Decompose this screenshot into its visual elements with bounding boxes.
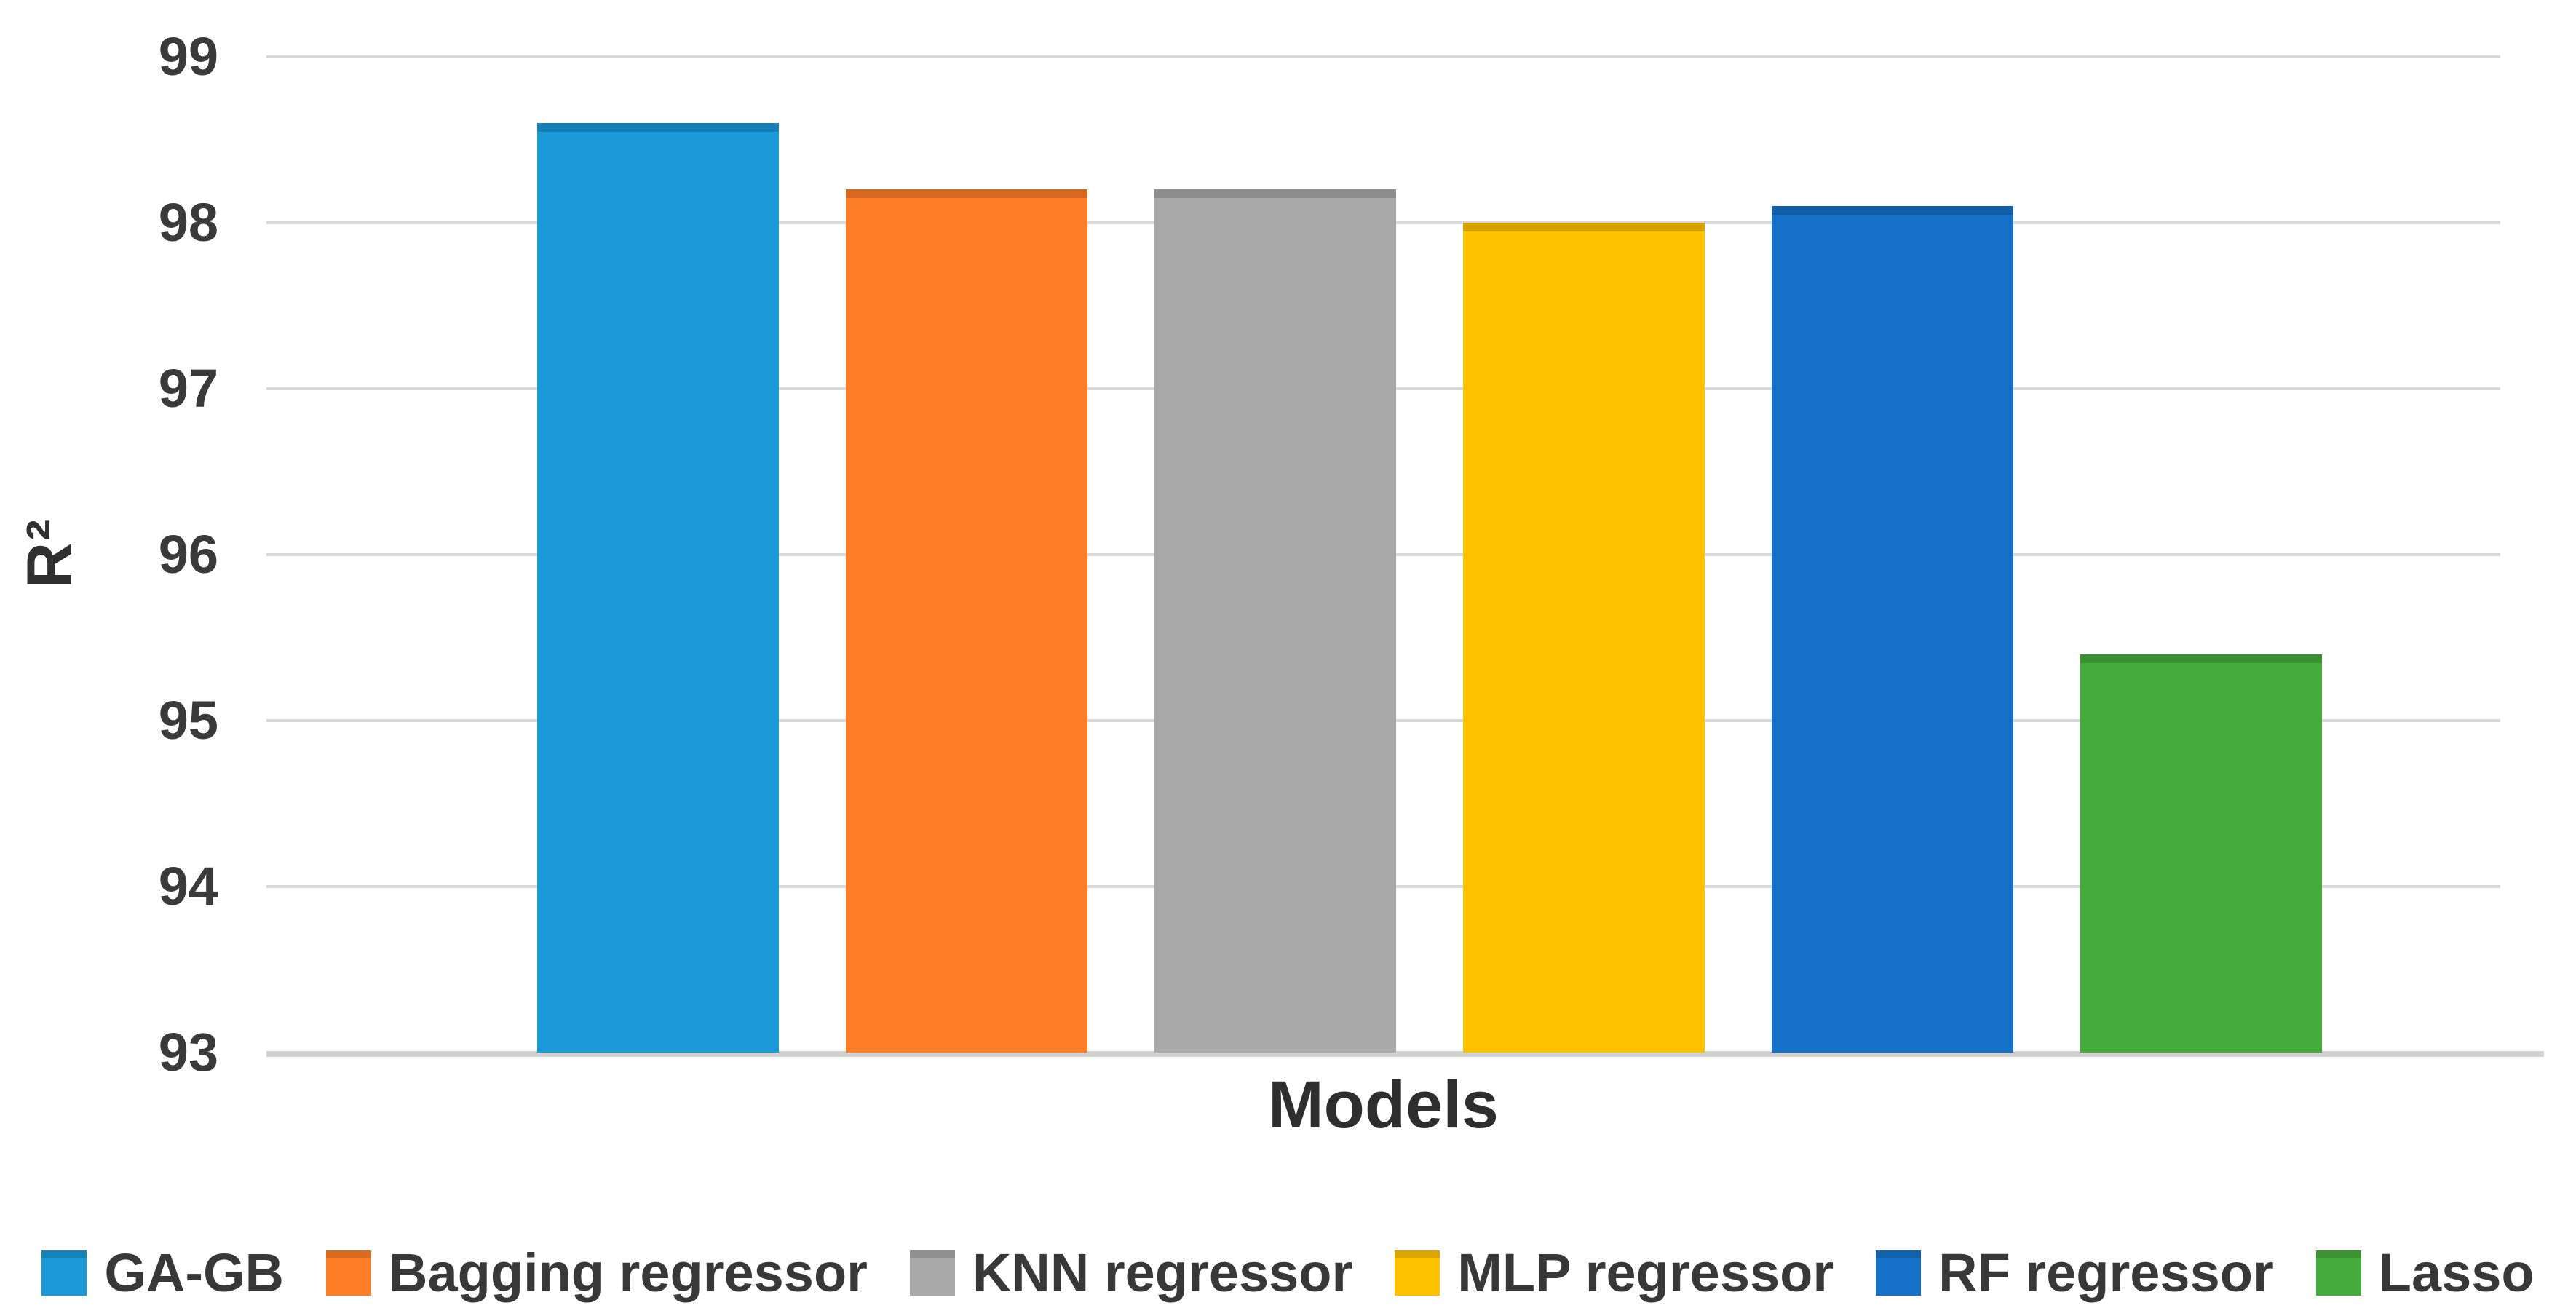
- y-tick-label: 97: [158, 358, 218, 419]
- y-tick-label: 94: [158, 856, 218, 916]
- legend-item-bagging-regressor: Bagging regressor: [326, 1246, 868, 1300]
- legend-swatch-mlp-regressor-icon: [1395, 1250, 1440, 1296]
- bar-lasso: [2080, 654, 2322, 1053]
- legend-item-ga-gb: GA-GB: [41, 1246, 284, 1300]
- legend-item-lasso: Lasso: [2315, 1242, 2535, 1303]
- legend-swatch-lasso-icon: [2315, 1250, 2361, 1296]
- x-axis-line: [266, 1051, 2544, 1057]
- y-tick-label: 98: [158, 192, 218, 253]
- bar-bagging-regressor: [846, 189, 1087, 1053]
- legend-swatch-ga-gb-icon: [41, 1250, 87, 1296]
- legend-label: Bagging regressor: [389, 1242, 868, 1303]
- legend-swatch-knn-regressor-icon: [909, 1250, 955, 1296]
- legend-label: MLP regressor: [1457, 1242, 1834, 1303]
- bar-mlp-regressor: [1463, 223, 1705, 1053]
- x-axis-title: Models: [1268, 1068, 1499, 1142]
- y-tick-label: 93: [158, 1022, 218, 1082]
- legend-label: RF regressor: [1938, 1242, 2274, 1303]
- legend: GA-GB Bagging regressor KNN regressor MLP r…: [0, 1246, 2576, 1300]
- legend-label: Lasso: [2378, 1242, 2535, 1303]
- legend-label: KNN regressor: [972, 1242, 1353, 1303]
- bar-rf-regressor: [1772, 206, 2013, 1053]
- legend-item-knn-regressor: KNN regressor: [909, 1242, 1353, 1303]
- legend-item-rf-regressor: RF regressor: [1876, 1246, 2274, 1300]
- legend-item-mlp-regressor: MLP regressor: [1395, 1246, 1834, 1300]
- y-tick-label: 96: [158, 524, 218, 584]
- legend-label: GA-GB: [104, 1242, 285, 1303]
- legend-swatch-rf-regressor-icon: [1876, 1250, 1922, 1296]
- y-tick-label: 99: [158, 26, 218, 87]
- gridline: [266, 55, 2500, 58]
- legend-swatch-bagging-regressor-icon: [326, 1250, 372, 1296]
- bar-ga-gb: [537, 123, 779, 1053]
- bar-knn-regressor: [1154, 189, 1396, 1053]
- y-tick-label: 95: [158, 690, 218, 750]
